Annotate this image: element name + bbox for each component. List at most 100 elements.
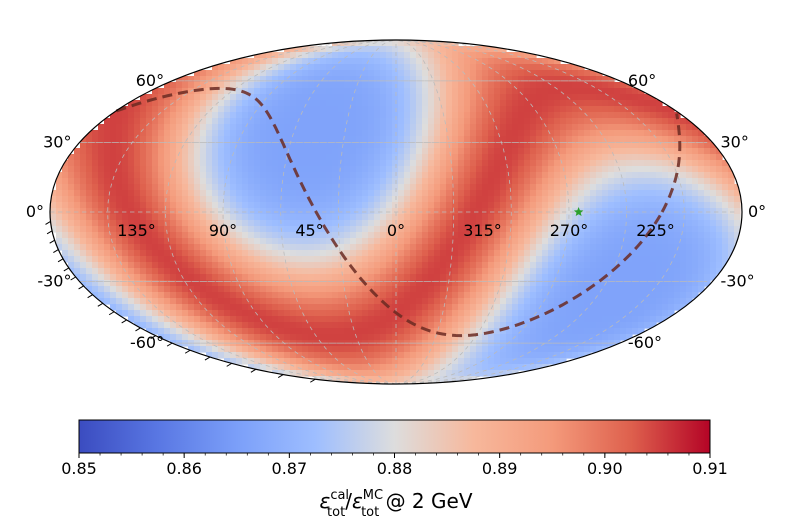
heatmap-cell	[146, 250, 153, 257]
heatmap-cell	[170, 262, 177, 269]
heatmap-cell	[248, 304, 255, 311]
heatmap-cell	[194, 346, 201, 353]
heatmap-cell	[662, 214, 669, 221]
heatmap-cell	[56, 190, 63, 197]
heatmap-cell	[704, 280, 711, 287]
heatmap-cell	[92, 142, 99, 149]
heatmap-cell	[680, 238, 687, 245]
heatmap-cell	[710, 250, 717, 257]
heatmap-cell	[458, 298, 465, 305]
heatmap-cell	[410, 214, 417, 221]
heatmap-cell	[422, 148, 429, 155]
heatmap-cell	[614, 142, 621, 149]
heatmap-cell	[590, 232, 597, 239]
heatmap-cell	[524, 274, 531, 281]
heatmap-cell	[86, 190, 93, 197]
heatmap-cell	[416, 178, 423, 185]
heatmap-cell	[704, 136, 711, 143]
heatmap-cell	[248, 148, 255, 155]
heatmap-cell	[524, 160, 531, 167]
heatmap-cell	[446, 190, 453, 197]
heatmap-cell	[356, 238, 363, 245]
heatmap-cell	[170, 316, 177, 323]
heatmap-cell	[608, 328, 615, 335]
heatmap-cell	[224, 280, 231, 287]
heatmap-cell	[146, 202, 153, 209]
heatmap-cell	[110, 292, 117, 299]
heatmap-cell	[620, 118, 627, 125]
heatmap-cell	[218, 244, 225, 251]
heatmap-cell	[50, 202, 57, 209]
heatmap-cell	[548, 304, 555, 311]
heatmap-cell	[374, 172, 381, 179]
heatmap-cell	[668, 220, 675, 227]
heatmap-cell	[224, 178, 231, 185]
heatmap-cell	[344, 166, 351, 173]
heatmap-cell	[506, 298, 513, 305]
heatmap-cell	[488, 64, 495, 71]
heatmap-cell	[572, 82, 579, 89]
heatmap-cell	[446, 316, 453, 323]
heatmap-cell	[518, 76, 525, 83]
heatmap-cell	[398, 124, 405, 131]
heatmap-cell	[362, 82, 369, 89]
heatmap-cell	[326, 70, 333, 77]
heatmap-cell	[242, 292, 249, 299]
heatmap-cell	[122, 118, 129, 125]
heatmap-cell	[260, 274, 267, 281]
heatmap-cell	[494, 70, 501, 77]
heatmap-cell	[620, 250, 627, 257]
heatmap-cell	[662, 316, 669, 323]
heatmap-cell	[110, 184, 117, 191]
heatmap-cell	[566, 280, 573, 287]
heatmap-cell	[380, 112, 387, 119]
heatmap-cell	[698, 154, 705, 161]
heatmap-cell	[212, 268, 219, 275]
heatmap-cell	[428, 310, 435, 317]
heatmap-cell	[422, 244, 429, 251]
heatmap-cell	[104, 142, 111, 149]
heatmap-cell	[656, 190, 663, 197]
heatmap-cell	[608, 298, 615, 305]
heatmap-cell	[266, 226, 273, 233]
heatmap-cell	[650, 220, 657, 227]
heatmap-cell	[314, 328, 321, 335]
heatmap-cell	[128, 274, 135, 281]
heatmap-cell	[452, 310, 459, 317]
heatmap-cell	[212, 298, 219, 305]
heatmap-cell	[248, 244, 255, 251]
heatmap-cell	[500, 232, 507, 239]
heatmap-cell	[374, 58, 381, 65]
heatmap-cell	[308, 322, 315, 329]
heatmap-cell	[242, 154, 249, 161]
heatmap-cell	[632, 250, 639, 257]
heatmap-cell	[236, 76, 243, 83]
heatmap-cell	[362, 346, 369, 353]
heatmap-cell	[530, 64, 537, 71]
heatmap-cell	[110, 136, 117, 143]
heatmap-cell	[230, 238, 237, 245]
heatmap-cell	[164, 274, 171, 281]
heatmap-cell	[512, 214, 519, 221]
heatmap-cell	[152, 100, 159, 107]
heatmap-cell	[308, 124, 315, 131]
heatmap-cell	[170, 226, 177, 233]
heatmap-cell	[170, 256, 177, 263]
heatmap-cell	[374, 70, 381, 77]
heatmap-cell	[398, 82, 405, 89]
heatmap-cell	[176, 94, 183, 101]
heatmap-cell	[260, 352, 267, 359]
heatmap-cell	[332, 178, 339, 185]
heatmap-cell	[440, 274, 447, 281]
heatmap-cell	[164, 196, 171, 203]
heatmap-cell	[488, 160, 495, 167]
heatmap-cell	[578, 88, 585, 95]
heatmap-cell	[302, 52, 309, 59]
heatmap-cell	[542, 70, 549, 77]
heatmap-cell	[302, 304, 309, 311]
heatmap-cell	[560, 292, 567, 299]
heatmap-cell	[650, 148, 657, 155]
heatmap-cell	[536, 286, 543, 293]
heatmap-cell	[152, 280, 159, 287]
heatmap-cell	[122, 202, 129, 209]
